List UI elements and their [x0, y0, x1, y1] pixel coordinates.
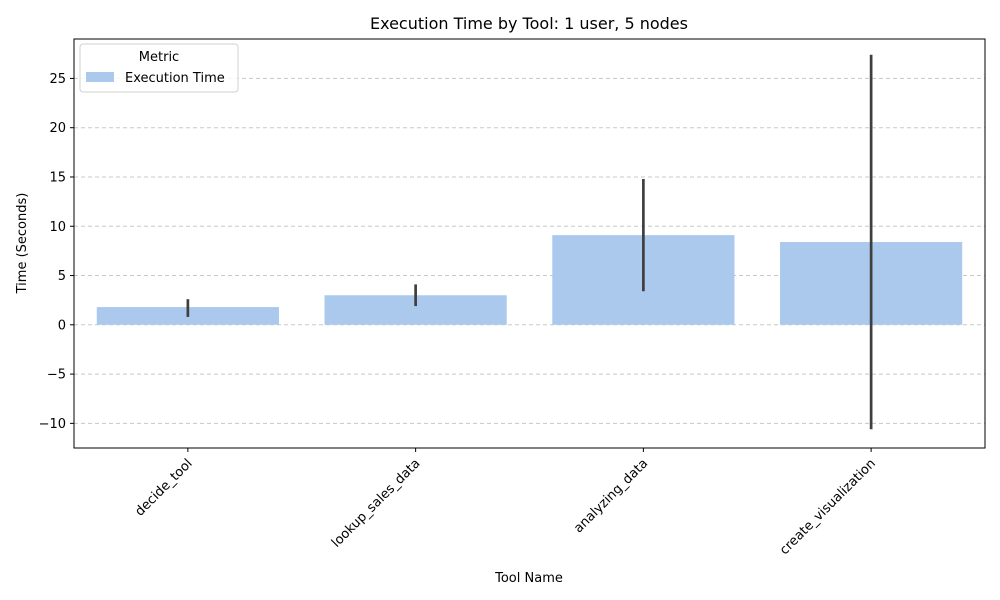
- legend-swatch: [86, 72, 114, 82]
- y-tick-label: 15: [49, 170, 66, 185]
- x-tick-label: lookup_sales_data: [329, 456, 423, 550]
- bar-layer: [96, 235, 963, 325]
- y-tick-label: 5: [58, 269, 66, 284]
- legend-label: Execution Time: [125, 71, 225, 86]
- x-tick-label: create_visualization: [777, 456, 879, 558]
- y-tick-label: 10: [49, 220, 66, 235]
- y-axis-label: Time (Seconds): [15, 193, 30, 295]
- legend-title: Metric: [139, 50, 179, 65]
- legend: Metric Execution Time: [79, 43, 239, 93]
- y-tick-label: 20: [49, 121, 66, 136]
- chart-title: Execution Time by Tool: 1 user, 5 nodes: [370, 14, 688, 33]
- x-tick-label: decide_tool: [132, 456, 195, 519]
- x-tick-label: analyzing_data: [571, 456, 651, 536]
- y-tick-label: −5: [47, 368, 66, 383]
- legend-box: [79, 43, 239, 93]
- y-tick-label: −10: [39, 417, 66, 432]
- y-tick-label: 25: [49, 72, 66, 87]
- y-tick-label: 0: [58, 318, 66, 333]
- errorbar-layer: [186, 54, 873, 430]
- plot-frame: [73, 38, 986, 449]
- x-axis-label: Tool Name: [494, 571, 563, 586]
